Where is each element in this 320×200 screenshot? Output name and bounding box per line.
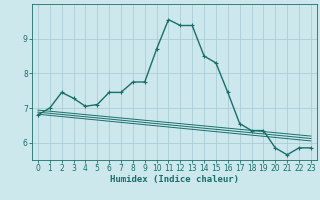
X-axis label: Humidex (Indice chaleur): Humidex (Indice chaleur) bbox=[110, 175, 239, 184]
